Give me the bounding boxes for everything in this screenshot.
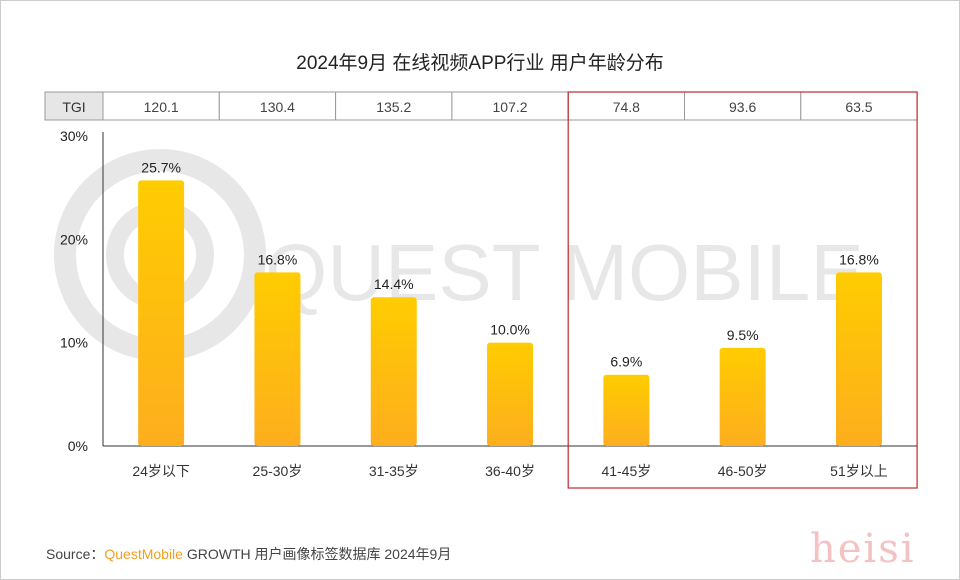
tgi-value: 120.1 <box>144 99 179 115</box>
data-label: 10.0% <box>490 322 530 338</box>
corner-watermark: heisi <box>810 526 916 572</box>
y-tick-label: 10% <box>60 335 88 351</box>
source-text: GROWTH 用户画像标签数据库 2024年9月 <box>182 546 452 562</box>
data-label: 16.8% <box>839 251 879 267</box>
y-tick-label: 20% <box>60 231 88 247</box>
y-tick-label: 0% <box>68 438 88 454</box>
data-label: 14.4% <box>374 276 414 292</box>
x-tick-label: 24岁以下 <box>132 463 190 479</box>
tgi-value: 130.4 <box>260 99 295 115</box>
x-tick-label: 31-35岁 <box>369 463 419 479</box>
tgi-header-cell <box>44 91 104 121</box>
watermark: QUEST MOBILE <box>54 149 864 361</box>
tgi-value: 74.8 <box>613 99 640 115</box>
bar <box>603 374 650 446</box>
tgi-cell <box>102 91 220 121</box>
tgi-value: 107.2 <box>493 99 528 115</box>
tgi-label: TGI <box>62 99 85 115</box>
data-label: 25.7% <box>141 159 181 175</box>
x-tick-label: 51岁以上 <box>830 463 888 479</box>
source-note: Source：QuestMobile GROWTH 用户画像标签数据库 2024… <box>46 544 451 564</box>
bar <box>370 297 417 446</box>
y-tick-label: 30% <box>60 128 88 144</box>
tgi-cell <box>218 91 337 121</box>
bar <box>254 272 301 446</box>
highlight-box <box>567 91 918 489</box>
data-label: 6.9% <box>610 354 642 370</box>
data-label: 9.5% <box>727 327 759 343</box>
bar <box>719 347 766 446</box>
x-tick-label: 46-50岁 <box>718 463 768 479</box>
tgi-value: 63.5 <box>845 99 872 115</box>
source-label: Source： <box>46 546 105 562</box>
bar <box>835 272 882 446</box>
svg-text:QUEST MOBILE: QUEST MOBILE <box>265 228 864 317</box>
tgi-cell <box>335 91 453 121</box>
bar <box>138 180 185 446</box>
tgi-value: 93.6 <box>729 99 756 115</box>
x-tick-label: 41-45岁 <box>601 463 651 479</box>
chart-title: 2024年9月 在线视频APP行业 用户年龄分布 <box>296 53 664 74</box>
bar <box>487 342 534 446</box>
x-tick-label: 36-40岁 <box>485 463 535 479</box>
source-brand: QuestMobile <box>104 546 183 562</box>
data-label: 16.8% <box>258 251 298 267</box>
tgi-value: 135.2 <box>376 99 411 115</box>
x-tick-label: 25-30岁 <box>253 463 303 479</box>
